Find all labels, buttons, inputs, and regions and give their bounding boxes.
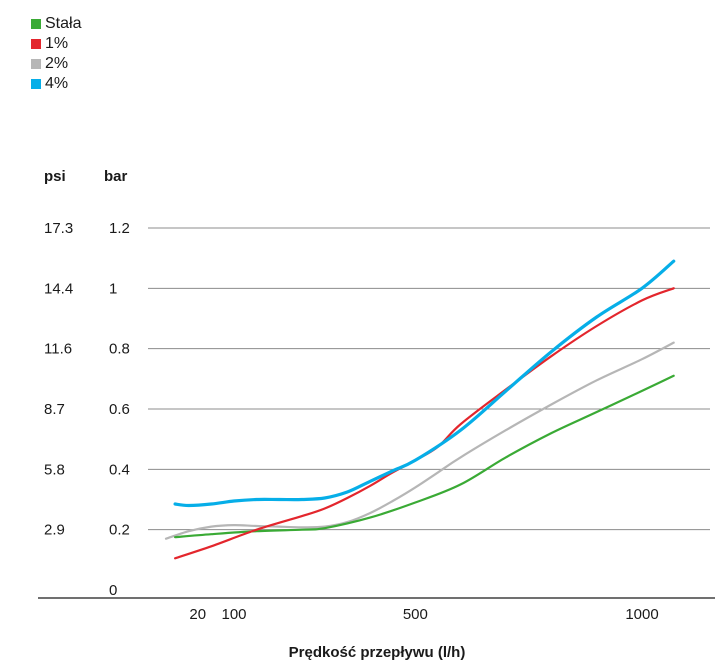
legend-swatch [31,39,41,49]
legend-label: 1% [45,35,69,52]
legend-item: 2% [31,54,81,74]
y-tick-label-bar: 0.8 [109,341,130,358]
legend-label: 2% [45,55,69,72]
series-line-4 [173,259,676,508]
series-lines [164,259,676,560]
x-tick-label: 100 [221,606,246,623]
x-tick-label: 20 [189,606,206,623]
y-tick-label-bar: 0 [109,582,117,599]
y-tick-label-bar: 0.6 [109,401,130,418]
legend-item: Stała [31,14,81,34]
x-axis: Prędkość przepływu (l/h) 20 100 500 1000 [189,606,658,661]
y-tick-label-bar: 1.2 [109,220,130,237]
y-tick-label-psi: 11.6 [44,341,72,358]
y-tick-label-bar: 0.2 [109,522,130,539]
y-unit-psi: psi [44,168,66,185]
x-axis-label: Prędkość przepływu (l/h) [289,644,466,661]
y-tick-label-bar: 0.4 [109,461,130,478]
y-tick-label-psi: 2.9 [44,522,65,539]
x-tick-label: 1000 [625,606,658,623]
y-axis: psi bar 1.2 17.3 1 14.4 0.8 11.6 0.6 8.7 0.4 5.8 0… [44,168,130,599]
y-tick-label-psi: 8.7 [44,401,65,418]
legend: Stała 1% 2% 4% [31,14,81,94]
legend-swatch [31,19,41,29]
y-unit-bar: bar [104,168,128,185]
x-tick-label: 500 [403,606,428,623]
series-line-1 [174,374,675,539]
legend-label: Stała [45,15,82,32]
legend-label: 4% [45,75,69,92]
series-line-2 [174,287,675,560]
gridlines [38,227,715,599]
legend-swatch [31,79,41,89]
legend-swatch [31,59,41,69]
y-tick-label-psi: 14.4 [44,280,73,297]
y-tick-label-psi: 5.8 [44,461,65,478]
series-line-3 [164,341,675,540]
y-tick-label-psi: 17.3 [44,220,73,237]
legend-item: 1% [31,34,81,54]
y-tick-label-bar: 1 [109,280,117,297]
legend-item: 4% [31,74,81,94]
